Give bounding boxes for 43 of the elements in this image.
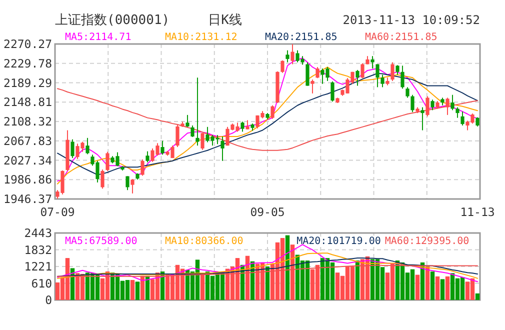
x-tick-label: 09-05 xyxy=(250,205,285,219)
y-tick-label: 2108.32 xyxy=(4,114,52,128)
bar xyxy=(135,282,140,300)
bar xyxy=(265,266,270,300)
y-tick-label: 2027.34 xyxy=(4,153,52,168)
line-series xyxy=(57,252,478,279)
line-series xyxy=(57,88,478,151)
y-tick-label: 0 xyxy=(45,293,52,307)
y-tick-label: 2067.83 xyxy=(4,134,52,148)
chart-subtitle: 日K线 xyxy=(208,13,242,28)
text: MA5:67589.00 xyxy=(65,236,138,247)
series-label: MA60:129395.00 xyxy=(384,236,470,247)
bar xyxy=(440,279,445,300)
y-tick-label: 2229.78 xyxy=(4,56,52,70)
text: MA60:2151.85 xyxy=(365,32,438,43)
bar xyxy=(445,276,450,300)
series-label: MA20:101719.00 xyxy=(296,236,381,247)
bar xyxy=(475,293,480,300)
y-tick-label: 1221 xyxy=(24,260,52,274)
y-tick-label: 1946.37 xyxy=(4,192,52,206)
y-tick-label: 2189.29 xyxy=(4,76,52,90)
bar xyxy=(425,266,430,300)
x-tick-label: 11-13 xyxy=(460,205,495,219)
x-tick-label: 07-09 xyxy=(40,205,75,219)
text: MA10:2131.12 xyxy=(165,32,238,43)
bar xyxy=(200,274,205,300)
y-tick-label: 2148.81 xyxy=(4,95,52,110)
line-series xyxy=(57,264,478,277)
y-tick-label: 2443 xyxy=(24,226,52,240)
bar xyxy=(435,276,440,300)
y-tick-label: 1832 xyxy=(24,242,52,257)
bar xyxy=(130,280,135,300)
text: MA20:2151.85 xyxy=(265,32,338,43)
bar xyxy=(415,274,420,300)
text: 2013-11-13 10:09:52 xyxy=(342,13,480,27)
bar xyxy=(430,271,435,300)
text: MA10:80366.00 xyxy=(165,236,244,247)
y-tick-label: 1986.86 xyxy=(4,172,52,187)
chart-title: 上证指数(000001) xyxy=(55,13,170,28)
y-tick-label: 610 xyxy=(31,276,52,290)
y-tick-label: 2270.27 xyxy=(4,37,52,51)
text: MA5:2114.71 xyxy=(65,32,132,43)
line-series xyxy=(57,244,478,282)
